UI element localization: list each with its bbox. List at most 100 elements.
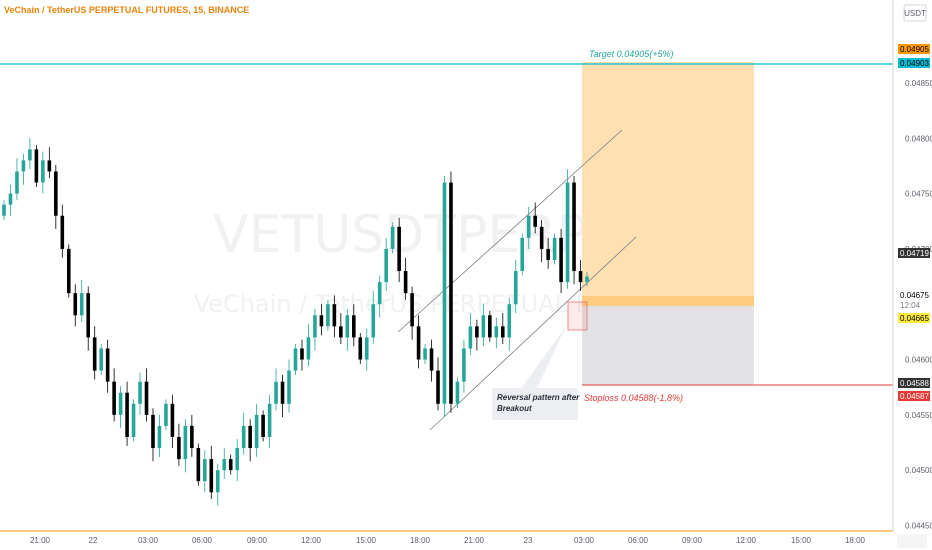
candle xyxy=(559,228,563,294)
svg-text:0.04587: 0.04587 xyxy=(900,392,929,401)
candle xyxy=(546,237,550,269)
candle xyxy=(326,299,330,331)
candle xyxy=(228,454,233,475)
note-pointer xyxy=(520,325,567,390)
price-tick-label: 0.04750 xyxy=(905,190,932,199)
note-box[interactable] xyxy=(492,388,578,420)
stop-zone[interactable] xyxy=(582,306,754,385)
breakout-highlight[interactable] xyxy=(567,301,588,331)
price-label: 0.04587 xyxy=(898,391,930,401)
candle xyxy=(66,244,71,298)
candle xyxy=(455,377,460,409)
price-label: 0.04588 xyxy=(898,378,930,388)
time-tick-label: 06:00 xyxy=(628,536,649,545)
candle xyxy=(449,171,453,413)
candle xyxy=(254,403,259,457)
candle xyxy=(578,259,583,291)
entry-band xyxy=(582,296,754,306)
candle xyxy=(313,308,317,351)
candle xyxy=(241,412,246,455)
candle xyxy=(86,286,91,351)
candle xyxy=(462,339,466,393)
candle xyxy=(28,138,32,170)
candle xyxy=(358,332,363,364)
price-tick-label: 0.04850 xyxy=(905,79,932,88)
candle xyxy=(345,308,350,351)
candle xyxy=(21,153,26,185)
candle xyxy=(196,443,201,486)
svg-text:0.04665: 0.04665 xyxy=(900,314,929,323)
settings-square[interactable] xyxy=(897,534,927,548)
candle xyxy=(248,419,252,462)
candle xyxy=(507,297,512,351)
candle xyxy=(2,200,6,221)
candle xyxy=(274,368,278,411)
candle xyxy=(99,344,103,376)
candle xyxy=(533,202,537,234)
candle xyxy=(293,344,298,376)
svg-text:0.04905: 0.04905 xyxy=(900,45,929,54)
note-line-1: Reversal pattern after xyxy=(497,393,580,402)
candle xyxy=(73,284,78,327)
candle xyxy=(520,233,525,276)
price-label: 0.04903 xyxy=(898,58,930,68)
chart-title: VeChain / TetherUS PERPETUAL FUTURES, 15… xyxy=(4,5,249,15)
currency-badge[interactable]: USDT xyxy=(903,4,927,22)
svg-text:0.04588: 0.04588 xyxy=(900,379,929,388)
price-label: 0.04905 xyxy=(898,44,930,54)
candle xyxy=(280,375,285,418)
time-tick-label: 15:00 xyxy=(791,536,812,545)
price-label: 0.04665 xyxy=(898,313,930,323)
time-tick-label: 18:00 xyxy=(845,536,866,545)
candle xyxy=(306,324,311,367)
candle xyxy=(339,313,343,345)
candle xyxy=(585,272,589,287)
channel-lower-line[interactable] xyxy=(429,236,637,431)
candle xyxy=(215,463,220,506)
svg-text:0.04903: 0.04903 xyxy=(900,59,929,68)
candle xyxy=(494,317,499,349)
candle xyxy=(287,359,291,413)
time-tick-label: 23 xyxy=(524,536,533,545)
candle xyxy=(539,220,544,263)
candle xyxy=(352,304,356,347)
candle xyxy=(125,381,129,446)
note-line-2: Breakout xyxy=(497,404,532,413)
target-label: Target 0.04905(+5%) xyxy=(589,49,673,59)
channel-upper-line[interactable] xyxy=(397,129,623,333)
candle xyxy=(319,304,324,336)
candle xyxy=(377,275,382,318)
candle xyxy=(481,304,486,347)
time-tick-label: 12:00 xyxy=(736,536,757,545)
time-tick-label: 18:00 xyxy=(410,536,431,545)
time-tick-label: 22 xyxy=(89,536,98,545)
candle xyxy=(475,319,479,351)
time-tick-label: 21:00 xyxy=(30,536,51,545)
price-tick-label: 0.04550 xyxy=(905,411,932,420)
candle xyxy=(371,290,376,345)
candle xyxy=(572,175,576,285)
candle xyxy=(442,175,447,418)
candle xyxy=(54,164,58,229)
candle xyxy=(488,310,492,342)
candle xyxy=(390,222,395,254)
candle xyxy=(261,410,265,442)
candle xyxy=(209,445,214,499)
price-label: 0.04719 xyxy=(898,248,930,258)
candles xyxy=(2,138,589,506)
candle xyxy=(144,368,149,422)
candle xyxy=(15,158,19,201)
target-zone[interactable] xyxy=(582,62,754,306)
candle xyxy=(138,372,142,415)
candle xyxy=(177,423,181,466)
candle xyxy=(105,339,110,393)
candle xyxy=(364,328,369,371)
time-tick-label: 09:00 xyxy=(682,536,703,545)
candle xyxy=(47,147,52,179)
price-tick-label: 0.04800 xyxy=(905,134,932,143)
candle xyxy=(565,169,570,289)
time-tick-label: 03:00 xyxy=(574,536,595,545)
